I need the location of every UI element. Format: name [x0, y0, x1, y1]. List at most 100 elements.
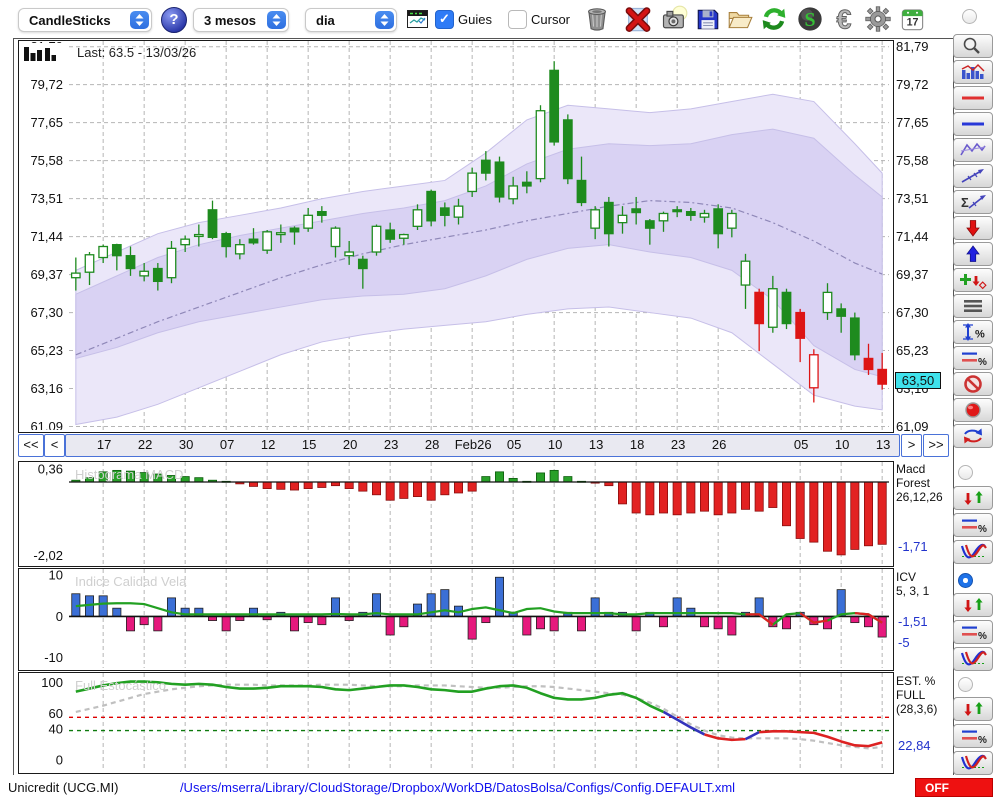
- candlestick-chart[interactable]: 81,7979,7277,6575,5873,5171,4469,3767,30…: [19, 41, 891, 430]
- date-label: 12: [260, 437, 276, 452]
- stochastic-arrows-button[interactable]: [953, 697, 993, 721]
- svg-text:0: 0: [56, 609, 63, 624]
- stochastic-percent-button[interactable]: %: [953, 724, 993, 748]
- sync-globe-icon[interactable]: S: [796, 5, 824, 33]
- curve-icon: [960, 543, 987, 559]
- trend-arrow-icon: [961, 169, 984, 183]
- svg-text:65,23: 65,23: [30, 343, 63, 358]
- forbidden-icon: [964, 375, 982, 393]
- calendar-icon[interactable]: 17: [898, 5, 926, 33]
- icv-value-bar: -5: [898, 635, 910, 650]
- icv-curve-button[interactable]: [953, 647, 993, 671]
- red-hline-tool-button[interactable]: [953, 86, 993, 110]
- trash-icon[interactable]: [583, 5, 611, 33]
- mini-chart-window-icon[interactable]: [403, 5, 431, 33]
- macd-panel[interactable]: 0,36 -2,02 Histograma MACD: [18, 461, 894, 567]
- help-label: ?: [169, 11, 179, 28]
- refresh-icon[interactable]: [760, 5, 788, 33]
- price-axis-label: 65,23: [896, 342, 929, 358]
- swap-refresh-button[interactable]: [953, 424, 993, 448]
- three-lines-icon: [964, 300, 982, 312]
- interval-select[interactable]: dia: [305, 8, 397, 32]
- svg-text:%: %: [975, 329, 985, 341]
- period-select[interactable]: 3 mesos: [193, 8, 289, 32]
- period-label: 3 mesos: [204, 12, 257, 28]
- down-up-arrows-icon: [964, 491, 983, 505]
- icv-arrows-button[interactable]: [953, 593, 993, 617]
- trendline-tool-button[interactable]: [953, 164, 993, 188]
- off-toggle-button[interactable]: OFF: [915, 778, 993, 797]
- cursor-checkbox[interactable]: [508, 10, 527, 29]
- nav-first-button[interactable]: <<: [18, 434, 44, 457]
- zoom-tool-button[interactable]: [953, 34, 993, 58]
- date-label: 20: [342, 437, 358, 452]
- sell-arrow-button[interactable]: [953, 216, 993, 240]
- chart-type-select[interactable]: CandleSticks: [18, 8, 152, 32]
- range-percent-button[interactable]: %: [953, 320, 993, 344]
- svg-text:0: 0: [56, 753, 63, 768]
- stochastic-radio[interactable]: [958, 677, 973, 692]
- buy-arrow-button[interactable]: [953, 242, 993, 266]
- lines-percent-button[interactable]: %: [953, 346, 993, 370]
- icv-chart[interactable]: 10 0 -10 Indice Calidad Vela: [19, 569, 891, 668]
- sigma-trend-icon: Σ: [961, 195, 986, 210]
- record-button[interactable]: [953, 398, 993, 422]
- price-axis-label: 81,79: [896, 38, 929, 54]
- nav-last-button[interactable]: >>: [923, 434, 949, 457]
- gear-icon[interactable]: [864, 5, 892, 33]
- date-label: 05: [506, 437, 522, 452]
- save-icon[interactable]: [694, 5, 722, 33]
- blue-hline-tool-button[interactable]: [953, 112, 993, 136]
- price-axis-label: 79,72: [896, 76, 929, 92]
- date-label: Feb26: [454, 437, 492, 452]
- list-tool-button[interactable]: [953, 294, 993, 318]
- svg-text:77,65: 77,65: [30, 115, 63, 130]
- icv-panel[interactable]: 10 0 -10 Indice Calidad Vela: [18, 568, 894, 671]
- main-chart-panel[interactable]: 81,7979,7277,6575,5873,5171,4469,3767,30…: [18, 40, 894, 433]
- euro-icon[interactable]: €: [830, 5, 858, 33]
- tool-sidebar: Σ % %: [953, 34, 993, 448]
- histogram-mini-icon[interactable]: [21, 43, 65, 69]
- chart-type-label: CandleSticks: [29, 12, 111, 28]
- indicator-chart-button[interactable]: [953, 60, 993, 84]
- stochastic-curve-button[interactable]: [953, 751, 993, 775]
- open-folder-icon[interactable]: [726, 5, 754, 33]
- nav-prev-button[interactable]: <: [44, 434, 65, 457]
- help-button[interactable]: ?: [161, 7, 187, 33]
- select-stepper-icon: [267, 11, 286, 29]
- stochastic-panel[interactable]: 100 60 40 0 Full Estocástico: [18, 672, 894, 774]
- curve-icon: [960, 754, 987, 770]
- red-down-arrow-icon: [966, 220, 980, 237]
- svg-text:Full Estocástico: Full Estocástico: [75, 678, 166, 693]
- date-axis-strip[interactable]: 17 22 30 07 12 15 20 23 28 Feb26 05 10 13 18 23 26 05 10 1…: [65, 434, 900, 457]
- svg-text:61,09: 61,09: [30, 419, 63, 430]
- icv-radio[interactable]: [958, 573, 973, 588]
- down-up-arrows-icon: [964, 598, 983, 612]
- vertical-range-percent-icon: %: [963, 323, 985, 341]
- zigzag-tool-button[interactable]: [953, 138, 993, 162]
- date-label: 10: [547, 437, 563, 452]
- date-label: 22: [137, 437, 153, 452]
- guies-label: Guies: [458, 12, 492, 27]
- svg-text:10: 10: [49, 569, 63, 583]
- interval-label: dia: [316, 12, 335, 28]
- svg-text:Last: 63.5 - 13/03/26: Last: 63.5 - 13/03/26: [77, 45, 196, 60]
- svg-text:63,16: 63,16: [30, 381, 63, 396]
- macd-percent-button[interactable]: %: [953, 513, 993, 537]
- icv-percent-button[interactable]: %: [953, 620, 993, 644]
- nav-next-button[interactable]: >: [901, 434, 922, 457]
- plus-arrow-diamond-icon: [960, 274, 987, 290]
- macd-radio[interactable]: [958, 465, 973, 480]
- macd-arrows-button[interactable]: [953, 486, 993, 510]
- macd-histogram-chart[interactable]: 0,36 -2,02 Histograma MACD: [19, 462, 891, 564]
- sigma-trend-tool-button[interactable]: Σ: [953, 190, 993, 214]
- macd-curve-button[interactable]: [953, 540, 993, 564]
- disable-tool-button[interactable]: [953, 372, 993, 396]
- add-signal-button[interactable]: [953, 268, 993, 292]
- guies-checkbox[interactable]: ✓: [435, 10, 454, 29]
- last-price-badge: 63,50: [895, 372, 941, 390]
- toolbar-radio[interactable]: [962, 9, 977, 24]
- camera-icon[interactable]: [660, 5, 688, 33]
- delete-x-icon[interactable]: [624, 5, 652, 33]
